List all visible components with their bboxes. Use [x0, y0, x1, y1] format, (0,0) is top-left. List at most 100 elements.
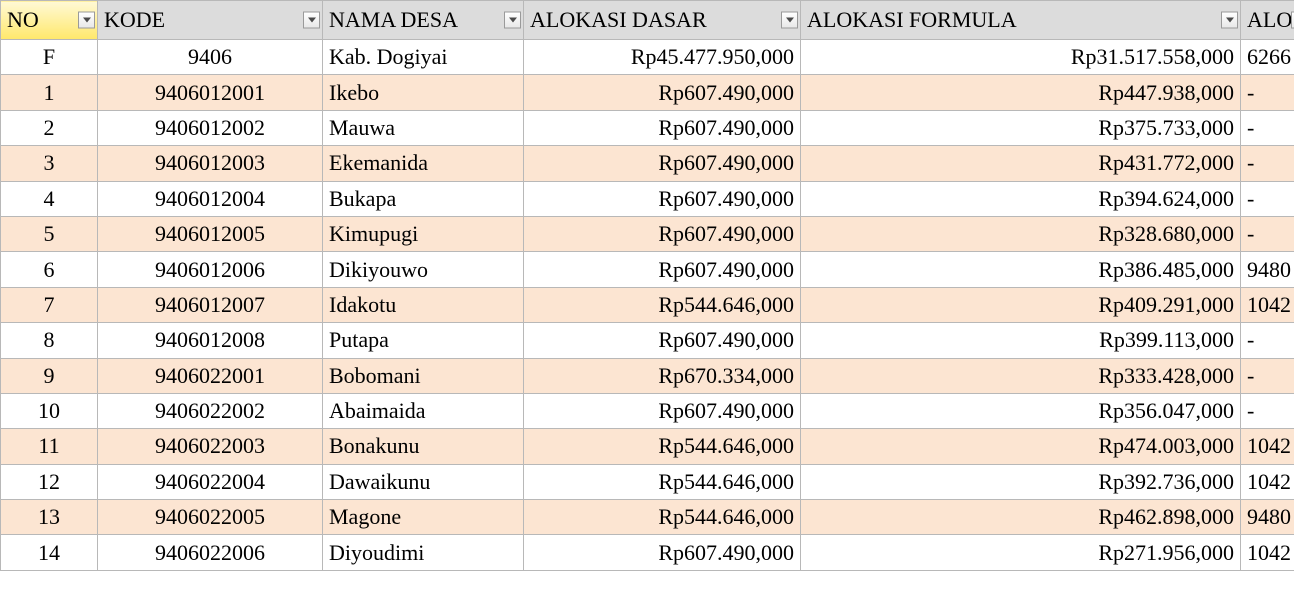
column-header-formula[interactable]: ALOKASI FORMULA	[801, 1, 1241, 40]
cell-kode[interactable]: 9406022005	[98, 500, 323, 535]
cell-kode[interactable]: 9406012001	[98, 75, 323, 110]
cell-nama[interactable]: Idakotu	[323, 287, 524, 322]
table-row[interactable]: 29406012002MauwaRp607.490,000Rp375.733,0…	[1, 110, 1294, 145]
cell-alo[interactable]: -	[1241, 75, 1294, 110]
cell-no[interactable]: 7	[1, 287, 98, 322]
cell-kode[interactable]: 9406022004	[98, 464, 323, 499]
cell-kode[interactable]: 9406022002	[98, 393, 323, 428]
table-row[interactable]: 49406012004BukapaRp607.490,000Rp394.624,…	[1, 181, 1294, 216]
cell-dasar[interactable]: Rp45.477.950,000	[524, 40, 801, 75]
filter-dropdown-icon[interactable]	[1221, 12, 1238, 29]
cell-kode[interactable]: 9406012002	[98, 110, 323, 145]
column-header-nama[interactable]: NAMA DESA	[323, 1, 524, 40]
cell-nama[interactable]: Mauwa	[323, 110, 524, 145]
cell-nama[interactable]: Bobomani	[323, 358, 524, 393]
table-row[interactable]: 129406022004DawaikunuRp544.646,000Rp392.…	[1, 464, 1294, 499]
cell-dasar[interactable]: Rp607.490,000	[524, 323, 801, 358]
cell-no[interactable]: F	[1, 40, 98, 75]
cell-kode[interactable]: 9406012005	[98, 216, 323, 251]
table-row[interactable]: 149406022006DiyoudimiRp607.490,000Rp271.…	[1, 535, 1294, 570]
cell-no[interactable]: 5	[1, 216, 98, 251]
cell-nama[interactable]: Ekemanida	[323, 146, 524, 181]
cell-formula[interactable]: Rp271.956,000	[801, 535, 1241, 570]
cell-nama[interactable]: Ikebo	[323, 75, 524, 110]
column-header-kode[interactable]: KODE	[98, 1, 323, 40]
table-row[interactable]: 19406012001IkeboRp607.490,000Rp447.938,0…	[1, 75, 1294, 110]
cell-kode[interactable]: 9406012004	[98, 181, 323, 216]
cell-dasar[interactable]: Rp607.490,000	[524, 216, 801, 251]
table-row[interactable]: 59406012005KimupugiRp607.490,000Rp328.68…	[1, 216, 1294, 251]
cell-alo[interactable]: -	[1241, 181, 1294, 216]
cell-alo[interactable]: 1042	[1241, 287, 1294, 322]
cell-alo[interactable]: 6266	[1241, 40, 1294, 75]
cell-dasar[interactable]: Rp607.490,000	[524, 110, 801, 145]
cell-no[interactable]: 8	[1, 323, 98, 358]
table-row[interactable]: 69406012006DikiyouwoRp607.490,000Rp386.4…	[1, 252, 1294, 287]
cell-dasar[interactable]: Rp607.490,000	[524, 146, 801, 181]
cell-no[interactable]: 12	[1, 464, 98, 499]
cell-no[interactable]: 2	[1, 110, 98, 145]
cell-alo[interactable]: -	[1241, 393, 1294, 428]
cell-no[interactable]: 13	[1, 500, 98, 535]
cell-nama[interactable]: Diyoudimi	[323, 535, 524, 570]
cell-no[interactable]: 4	[1, 181, 98, 216]
cell-kode[interactable]: 9406	[98, 40, 323, 75]
table-row[interactable]: 109406022002AbaimaidaRp607.490,000Rp356.…	[1, 393, 1294, 428]
cell-no[interactable]: 3	[1, 146, 98, 181]
cell-formula[interactable]: Rp328.680,000	[801, 216, 1241, 251]
cell-kode[interactable]: 9406012007	[98, 287, 323, 322]
cell-no[interactable]: 14	[1, 535, 98, 570]
cell-alo[interactable]: -	[1241, 358, 1294, 393]
cell-formula[interactable]: Rp394.624,000	[801, 181, 1241, 216]
cell-alo[interactable]: 9480	[1241, 252, 1294, 287]
cell-alo[interactable]: 1042	[1241, 429, 1294, 464]
cell-dasar[interactable]: Rp607.490,000	[524, 252, 801, 287]
cell-kode[interactable]: 9406012003	[98, 146, 323, 181]
cell-kode[interactable]: 9406012006	[98, 252, 323, 287]
cell-alo[interactable]: -	[1241, 110, 1294, 145]
cell-nama[interactable]: Dikiyouwo	[323, 252, 524, 287]
cell-no[interactable]: 10	[1, 393, 98, 428]
filter-dropdown-icon[interactable]	[78, 12, 95, 29]
cell-dasar[interactable]: Rp670.334,000	[524, 358, 801, 393]
column-header-dasar[interactable]: ALOKASI DASAR	[524, 1, 801, 40]
cell-dasar[interactable]: Rp607.490,000	[524, 75, 801, 110]
cell-dasar[interactable]: Rp544.646,000	[524, 464, 801, 499]
cell-alo[interactable]: 9480	[1241, 500, 1294, 535]
cell-alo[interactable]: 1042	[1241, 535, 1294, 570]
column-header-no[interactable]: NO	[1, 1, 98, 40]
cell-formula[interactable]: Rp399.113,000	[801, 323, 1241, 358]
cell-nama[interactable]: Bonakunu	[323, 429, 524, 464]
cell-no[interactable]: 11	[1, 429, 98, 464]
table-row[interactable]: 119406022003BonakunuRp544.646,000Rp474.0…	[1, 429, 1294, 464]
cell-alo[interactable]: -	[1241, 146, 1294, 181]
cell-alo[interactable]: -	[1241, 323, 1294, 358]
cell-kode[interactable]: 9406022001	[98, 358, 323, 393]
cell-kode[interactable]: 9406022006	[98, 535, 323, 570]
cell-no[interactable]: 9	[1, 358, 98, 393]
cell-alo[interactable]: 1042	[1241, 464, 1294, 499]
cell-formula[interactable]: Rp31.517.558,000	[801, 40, 1241, 75]
cell-formula[interactable]: Rp462.898,000	[801, 500, 1241, 535]
cell-alo[interactable]: -	[1241, 216, 1294, 251]
filter-dropdown-icon[interactable]	[504, 12, 521, 29]
cell-kode[interactable]: 9406012008	[98, 323, 323, 358]
cell-dasar[interactable]: Rp607.490,000	[524, 393, 801, 428]
cell-nama[interactable]: Dawaikunu	[323, 464, 524, 499]
cell-nama[interactable]: Abaimaida	[323, 393, 524, 428]
table-row[interactable]: 89406012008PutapaRp607.490,000Rp399.113,…	[1, 323, 1294, 358]
filter-dropdown-icon[interactable]	[303, 12, 320, 29]
cell-formula[interactable]: Rp375.733,000	[801, 110, 1241, 145]
cell-dasar[interactable]: Rp544.646,000	[524, 287, 801, 322]
cell-no[interactable]: 6	[1, 252, 98, 287]
cell-formula[interactable]: Rp333.428,000	[801, 358, 1241, 393]
cell-nama[interactable]: Kab. Dogiyai	[323, 40, 524, 75]
filter-dropdown-icon[interactable]	[781, 12, 798, 29]
cell-dasar[interactable]: Rp607.490,000	[524, 535, 801, 570]
cell-formula[interactable]: Rp409.291,000	[801, 287, 1241, 322]
table-row[interactable]: 139406022005MagoneRp544.646,000Rp462.898…	[1, 500, 1294, 535]
cell-formula[interactable]: Rp447.938,000	[801, 75, 1241, 110]
cell-formula[interactable]: Rp356.047,000	[801, 393, 1241, 428]
cell-kode[interactable]: 9406022003	[98, 429, 323, 464]
table-row[interactable]: 99406022001BobomaniRp670.334,000Rp333.42…	[1, 358, 1294, 393]
